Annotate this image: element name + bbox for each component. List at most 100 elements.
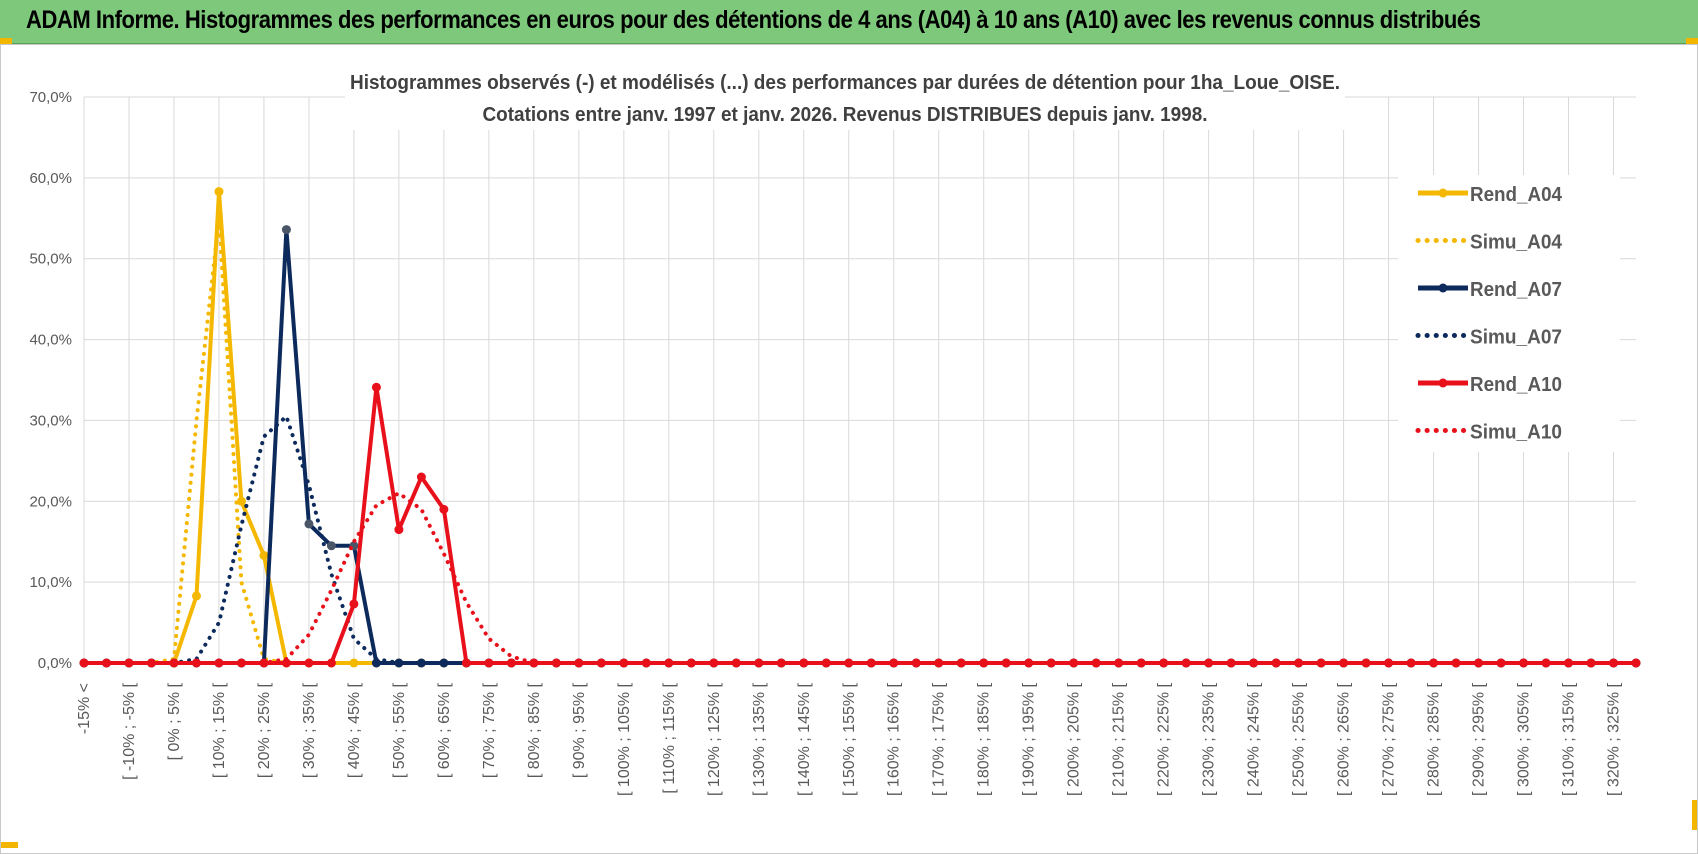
data-point [1204,658,1214,668]
x-tick-label: [ 320% ; 325% [ [1606,682,1623,796]
x-tick-label: [ 110% ; 115% [ [661,682,678,793]
x-tick-label: [ 220% ; 225% [ [1156,682,1173,796]
data-point [349,599,359,609]
x-tick-label: [ 30% ; 35% [ [301,682,318,778]
x-tick-label: [ 170% ; 175% [ [931,682,948,796]
data-point [394,525,404,535]
data-point [259,550,269,560]
legend-marker [1438,378,1448,388]
data-point [619,658,629,668]
x-tick-label: [ 150% ; 155% [ [841,682,858,796]
corner-mark-bottom-right [1692,800,1698,830]
data-point [709,658,719,668]
legend-label: Simu_A10 [1470,422,1562,444]
legend-background [1398,175,1620,452]
data-point [326,658,336,668]
legend-marker [1438,283,1448,293]
data-point [911,658,921,668]
data-point [236,496,246,506]
title-background [345,64,1345,130]
header-banner: ADAM Informe. Histogrammes des performan… [0,0,1698,44]
data-point [1406,658,1416,668]
x-tick-label: [ 0% ; 5% [ [166,682,183,760]
x-tick-label: [ 180% ; 185% [ [976,682,993,796]
data-point [1001,658,1011,668]
data-point [371,658,381,668]
legend-marker [1438,188,1448,198]
data-point [124,658,134,668]
data-point [799,658,809,668]
x-tick-label: [ 140% ; 145% [ [796,682,813,796]
x-tick-label: [ 310% ; 315% [ [1561,682,1578,796]
data-point [979,658,989,668]
x-tick-label: [ 130% ; 135% [ [751,682,768,796]
banner-title: ADAM Informe. Histogrammes des performan… [26,6,1481,34]
x-tick-label: [ 200% ; 205% [ [1066,682,1083,796]
x-tick-label: [ 20% ; 25% [ [256,682,273,778]
data-point [821,658,831,668]
grid-layer [83,96,1636,664]
legend-label: Rend_A10 [1470,374,1562,396]
data-point [371,382,381,392]
y-tick-label: 60,0% [29,170,72,187]
data-point [1316,658,1326,668]
series-layer [79,187,1641,668]
data-point [146,658,156,668]
y-tick-label: 70,0% [29,89,72,106]
data-point [1631,658,1641,668]
legend: Rend_A04 Simu_A04 Rend_A07 Simu_A07 Rend_A10… [1415,184,1563,444]
data-point [1294,658,1304,668]
data-point [236,658,246,668]
chart-subtitle: Cotations entre janv. 1997 et janv. 2026… [483,104,1208,126]
x-tick-label: [ 290% ; 295% [ [1471,682,1488,796]
data-point [1181,658,1191,668]
x-tick-label: [ 160% ; 165% [ [886,682,903,796]
data-point [1384,658,1394,668]
legend-label: Rend_A07 [1470,279,1562,301]
data-point [1024,658,1034,668]
x-tick-label: [ 40% ; 45% [ [346,682,363,778]
data-point [304,519,314,529]
x-tick-label: [ 190% ; 195% [ [1021,682,1038,796]
x-tick-label: [ 80% ; 85% [ [526,682,543,778]
corner-mark-top-right [1686,38,1698,44]
series-line-rend-a10 [84,385,1636,665]
series-line-simu-a10 [82,491,1638,665]
y-tick-label: 40,0% [29,332,72,349]
data-point [484,658,494,668]
data-point [1429,658,1439,668]
corner-mark-bottom-left [0,842,18,848]
data-point [281,225,291,235]
y-tick-label: 30,0% [29,412,72,429]
y-axis-labels: 0,0% 10,0% 20,0% 30,0% 40,0% 50,0% 60,0% 70,0% [29,89,72,672]
data-point [214,658,224,668]
x-tick-label: [ 260% ; 265% [ [1336,682,1353,796]
x-tick-label: [ 50% ; 55% [ [391,682,408,778]
data-point [1586,658,1596,668]
x-tick-label: [ 280% ; 285% [ [1426,682,1443,796]
series-line-simu-a07 [82,414,1638,665]
x-tick-label: [ 210% ; 215% [ [1111,682,1128,796]
data-point [776,658,786,668]
legend-label: Rend_A04 [1470,184,1563,206]
x-tick-label: [ 90% ; 95% [ [571,682,588,778]
data-point [416,472,426,482]
data-point [596,658,606,668]
x-axis-labels: -15% < [ -10% ; -5% [[ 0% ; 5% [[ 10% ; 1… [76,682,1623,796]
data-point [191,591,201,601]
data-point [686,658,696,668]
y-tick-label: 0,0% [38,655,72,672]
x-tick-label: [ 250% ; 255% [ [1291,682,1308,796]
x-tick-label: -15% < [76,683,93,734]
data-point [416,658,426,668]
data-point [889,658,899,668]
y-tick-label: 50,0% [29,251,72,268]
data-point [439,504,449,514]
data-point [1091,658,1101,668]
x-tick-label: [ 270% ; 275% [ [1381,682,1398,796]
data-point [439,658,449,668]
data-point [304,658,314,668]
legend-label: Simu_A04 [1470,232,1563,254]
y-tick-label: 10,0% [29,574,72,591]
data-point [214,187,224,197]
